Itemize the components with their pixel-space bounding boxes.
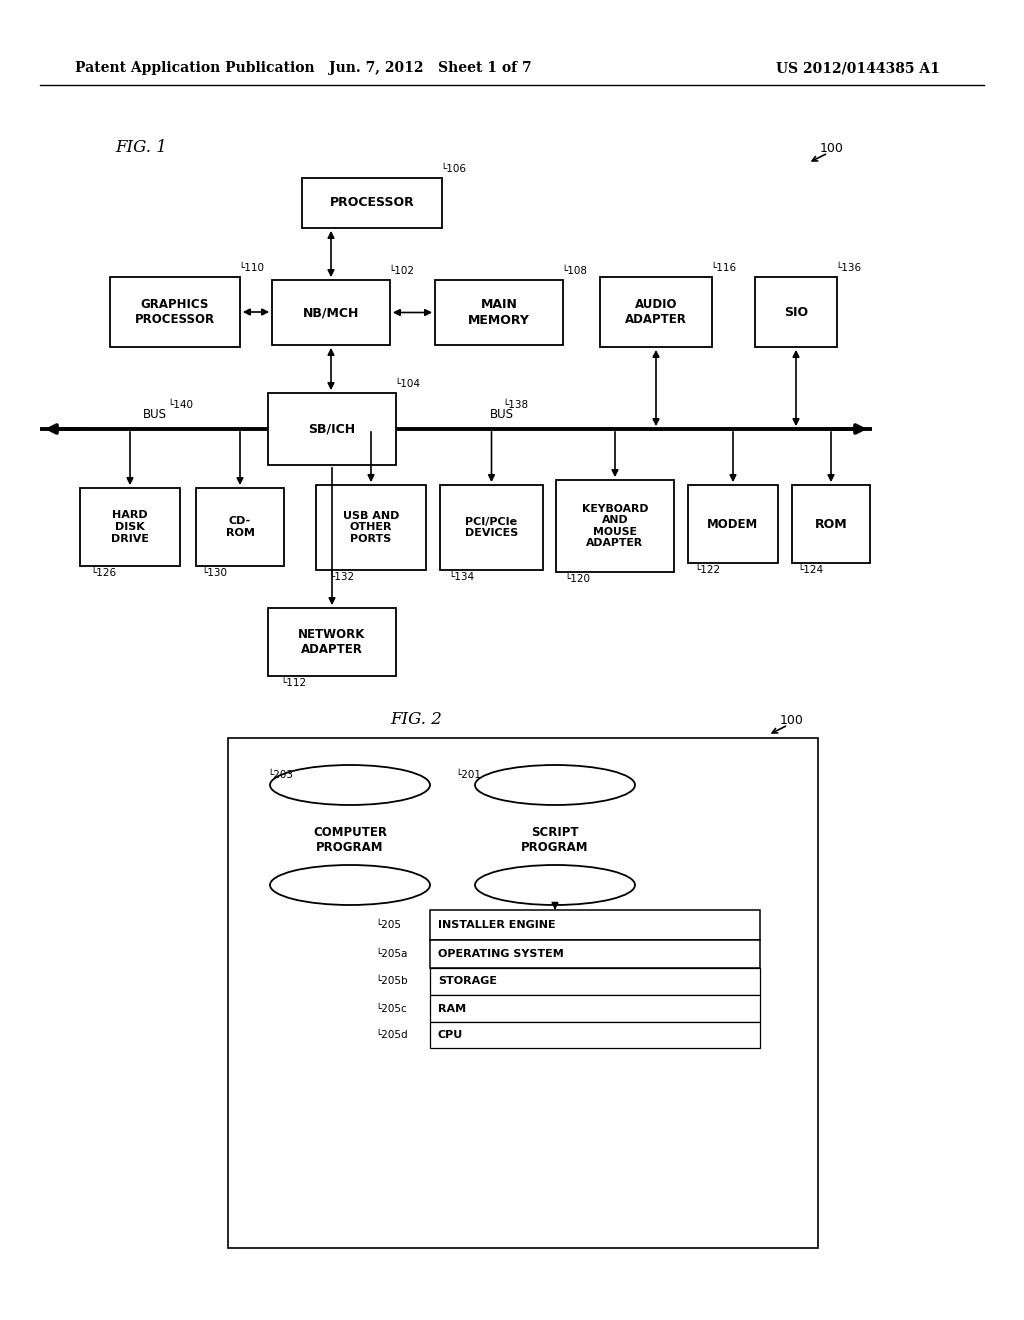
Text: └203: └203 <box>267 770 293 780</box>
Text: └205d: └205d <box>375 1030 408 1040</box>
Text: └201: └201 <box>455 770 481 780</box>
Text: ROM: ROM <box>815 517 847 531</box>
Text: HARD
DISK
DRIVE: HARD DISK DRIVE <box>111 511 150 544</box>
Bar <box>430 968 760 995</box>
Bar <box>268 393 396 465</box>
Text: AUDIO
ADAPTER: AUDIO ADAPTER <box>625 298 687 326</box>
Text: └106: └106 <box>440 164 466 174</box>
Text: USB AND
OTHER
PORTS: USB AND OTHER PORTS <box>343 511 399 544</box>
Text: └126: └126 <box>90 568 116 578</box>
Text: └205: └205 <box>375 920 401 931</box>
Text: US 2012/0144385 A1: US 2012/0144385 A1 <box>776 61 940 75</box>
Bar <box>302 178 442 228</box>
Text: OPERATING SYSTEM: OPERATING SYSTEM <box>438 949 564 960</box>
Bar <box>196 488 284 566</box>
Text: SB/ICH: SB/ICH <box>308 422 355 436</box>
Text: └136: └136 <box>835 263 861 273</box>
Text: GRAPHICS
PROCESSOR: GRAPHICS PROCESSOR <box>135 298 215 326</box>
Text: └122: └122 <box>694 565 720 576</box>
Bar <box>688 484 778 564</box>
Bar <box>110 277 240 347</box>
Bar <box>228 738 818 1247</box>
Bar <box>556 480 674 572</box>
Bar <box>435 280 563 345</box>
Text: NB/MCH: NB/MCH <box>303 306 359 319</box>
Text: └138: └138 <box>502 400 528 411</box>
Text: └205a: └205a <box>375 949 408 960</box>
Text: └110: └110 <box>238 263 264 273</box>
Text: CD-
ROM: CD- ROM <box>225 516 254 537</box>
Bar <box>80 488 180 566</box>
Ellipse shape <box>475 766 635 805</box>
Text: FIG. 2: FIG. 2 <box>390 711 442 729</box>
Text: BUS: BUS <box>143 408 167 421</box>
Ellipse shape <box>475 865 635 906</box>
Text: 100: 100 <box>780 714 804 726</box>
Text: └108: └108 <box>561 267 587 276</box>
Text: 100: 100 <box>820 141 844 154</box>
Ellipse shape <box>270 766 430 805</box>
Text: PROCESSOR: PROCESSOR <box>330 197 415 210</box>
Bar <box>430 995 760 1022</box>
Text: └102: └102 <box>388 267 414 276</box>
Text: INSTALLER ENGINE: INSTALLER ENGINE <box>438 920 556 931</box>
Bar <box>316 484 426 570</box>
Text: └205c: └205c <box>375 1003 407 1014</box>
Text: Patent Application Publication: Patent Application Publication <box>75 61 314 75</box>
Text: └140: └140 <box>167 400 193 411</box>
Bar <box>430 909 760 940</box>
Text: └120: └120 <box>564 574 590 583</box>
Text: CPU: CPU <box>438 1030 463 1040</box>
Text: STORAGE: STORAGE <box>438 977 497 986</box>
Text: └124: └124 <box>797 565 823 576</box>
Text: └130: └130 <box>201 568 227 578</box>
Text: └116: └116 <box>710 263 736 273</box>
Text: PCI/PCIe
DEVICES: PCI/PCIe DEVICES <box>465 516 518 539</box>
Bar <box>792 484 870 564</box>
Bar <box>272 280 390 345</box>
Text: NETWORK
ADAPTER: NETWORK ADAPTER <box>298 628 366 656</box>
Text: FIG. 1: FIG. 1 <box>115 140 167 157</box>
Bar <box>268 609 396 676</box>
Ellipse shape <box>270 865 430 906</box>
Bar <box>755 277 837 347</box>
Text: └112: └112 <box>280 678 306 688</box>
Text: SCRIPT
PROGRAM: SCRIPT PROGRAM <box>521 826 589 854</box>
Text: └205b: └205b <box>375 977 408 986</box>
Text: MODEM: MODEM <box>708 517 759 531</box>
Bar <box>440 484 543 570</box>
Text: └104: └104 <box>394 379 420 389</box>
Bar <box>430 1022 760 1048</box>
Text: KEYBOARD
AND
MOUSE
ADAPTER: KEYBOARD AND MOUSE ADAPTER <box>582 504 648 548</box>
Bar <box>430 940 760 968</box>
Text: Jun. 7, 2012   Sheet 1 of 7: Jun. 7, 2012 Sheet 1 of 7 <box>329 61 531 75</box>
Text: MAIN
MEMORY: MAIN MEMORY <box>468 298 530 326</box>
Text: COMPUTER
PROGRAM: COMPUTER PROGRAM <box>313 826 387 854</box>
Text: RAM: RAM <box>438 1003 466 1014</box>
Text: └134: └134 <box>449 572 474 582</box>
Text: BUS: BUS <box>490 408 514 421</box>
Bar <box>600 277 712 347</box>
Text: └132: └132 <box>328 572 354 582</box>
Text: SIO: SIO <box>784 305 808 318</box>
